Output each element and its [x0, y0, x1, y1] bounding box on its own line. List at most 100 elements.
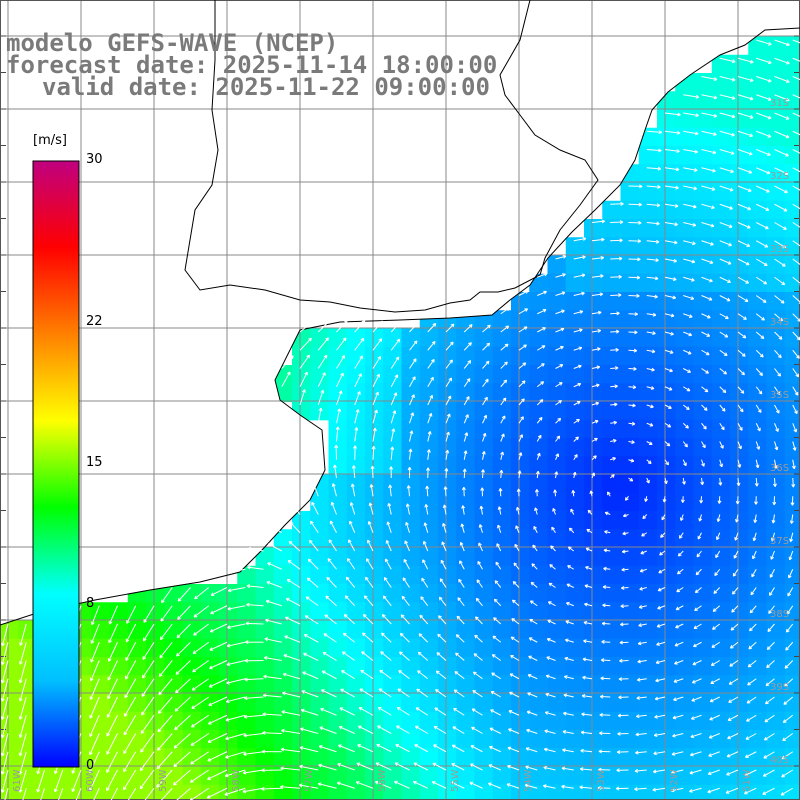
- wind-cell: [620, 602, 640, 622]
- wind-arrow: [299, 389, 306, 406]
- wind-arrow: [584, 602, 593, 607]
- wind-cell: [182, 766, 202, 786]
- wind-cell: [675, 292, 695, 311]
- wind-cell: [711, 91, 731, 111]
- wind-cell: [730, 693, 749, 713]
- wind-arrow: [528, 655, 538, 661]
- wind-arrow: [555, 364, 564, 369]
- wind-arrow: [555, 291, 566, 296]
- wind-arrow: [719, 149, 735, 155]
- wind-arrow: [532, 544, 538, 552]
- wind-cell: [456, 492, 476, 512]
- wind-cell: [748, 200, 768, 220]
- wind-arrow: [792, 185, 800, 191]
- wind-cell: [182, 675, 202, 695]
- wind-arrow: [320, 707, 337, 716]
- wind-arrow: [1, 623, 9, 647]
- latitude-label: 35S: [770, 390, 789, 401]
- wind-arrow: [423, 522, 429, 533]
- wind-arrow: [191, 678, 210, 691]
- wind-arrow: [737, 295, 749, 303]
- wind-arrow: [489, 727, 501, 734]
- wind-cell: [474, 547, 494, 567]
- wind-arrow: [207, 751, 228, 762]
- wind-arrow: [0, 751, 9, 775]
- wind-arrow: [299, 371, 308, 387]
- wind-cell: [511, 346, 530, 366]
- wind-arrow: [646, 276, 659, 281]
- wind-arrow: [40, 788, 45, 800]
- wind-cell: [474, 346, 494, 366]
- wind-cell: [602, 273, 622, 293]
- wind-arrow: [609, 474, 615, 479]
- wind-cell: [438, 438, 457, 457]
- wind-arrow: [682, 386, 691, 392]
- wind-arrow: [488, 782, 501, 789]
- wind-cell: [748, 109, 768, 129]
- wind-arrow: [774, 331, 783, 340]
- wind-cell: [547, 675, 567, 695]
- wind-cell: [711, 273, 731, 293]
- wind-cell: [565, 693, 585, 713]
- wind-cell: [638, 200, 658, 220]
- wind-arrow: [719, 422, 725, 431]
- wind-cell: [730, 565, 749, 585]
- wind-cell: [292, 638, 311, 658]
- wind-cell: [219, 784, 238, 800]
- wind-arrow: [774, 76, 790, 83]
- wind-cell: [328, 328, 348, 348]
- wind-cell: [693, 237, 713, 257]
- wind-arrow: [515, 525, 520, 533]
- wind-cell: [748, 292, 768, 311]
- wind-arrow: [544, 711, 556, 716]
- wind-cell: [711, 255, 731, 275]
- wind-arrow: [18, 751, 27, 775]
- wind-arrow: [690, 751, 702, 757]
- wind-cell: [310, 711, 330, 731]
- wind-cell: [547, 584, 567, 603]
- wind-arrow: [615, 786, 629, 791]
- wind-arrow: [308, 539, 319, 552]
- wind-cell: [18, 784, 38, 800]
- wind-cell: [711, 164, 731, 184]
- wind-arrow: [536, 381, 545, 388]
- wind-cell: [0, 638, 19, 658]
- wind-arrow: [463, 414, 469, 424]
- title-model: modelo GEFS-WAVE (NCEP): [6, 29, 339, 57]
- wind-arrow: [597, 785, 611, 790]
- wind-arrow: [337, 762, 355, 771]
- wind-arrow: [636, 714, 647, 719]
- wind-arrow: [191, 714, 210, 728]
- wind-cell: [419, 401, 439, 421]
- wind-cell: [565, 292, 585, 311]
- wind-cell: [0, 784, 19, 800]
- wind-cell: [492, 784, 512, 800]
- wind-cell: [474, 620, 494, 640]
- wind-cell: [273, 711, 293, 731]
- wind-cell: [438, 456, 457, 476]
- wind-arrow: [664, 459, 669, 466]
- wind-arrow: [0, 642, 9, 666]
- wind-cell: [492, 511, 512, 530]
- wind-cell: [584, 657, 603, 676]
- wind-arrow: [725, 787, 739, 794]
- wind-arrow: [792, 295, 800, 304]
- wind-cell: [255, 620, 275, 640]
- wind-arrow: [561, 784, 574, 789]
- wind-arrow: [445, 341, 454, 351]
- wind-cell: [784, 748, 800, 768]
- wind-arrow: [263, 656, 282, 661]
- wind-cell: [273, 529, 293, 549]
- wind-cell: [675, 219, 695, 238]
- wind-cell: [784, 438, 800, 457]
- wind-arrow: [774, 130, 790, 139]
- wind-cell: [766, 748, 786, 768]
- wind-cell: [766, 73, 786, 92]
- wind-cell: [401, 657, 421, 676]
- wind-cell: [146, 638, 165, 658]
- wind-arrow: [268, 524, 283, 534]
- wind-arrow: [0, 696, 9, 720]
- wind-arrow: [225, 751, 246, 759]
- wind-cell: [219, 584, 238, 603]
